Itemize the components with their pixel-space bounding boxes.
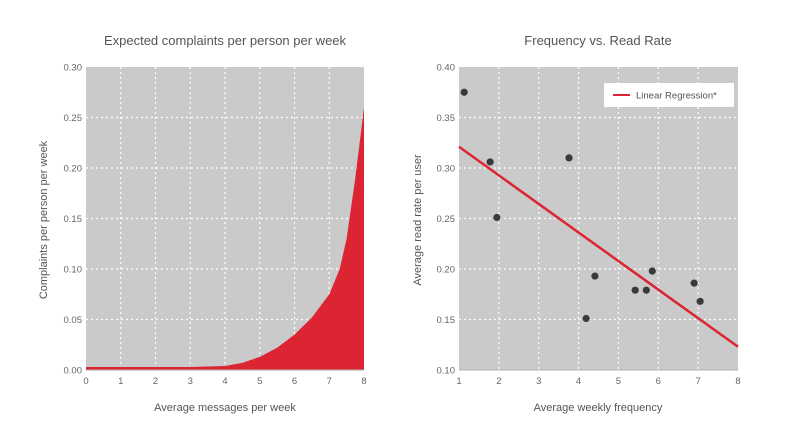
legend: Linear Regression* (604, 83, 734, 107)
y-tick-label: 0.10 (64, 265, 83, 276)
data-point (591, 272, 599, 280)
data-point (460, 88, 468, 96)
data-point (642, 286, 650, 294)
x-tick-label: 7 (695, 376, 700, 387)
x-tick-label: 6 (656, 376, 661, 387)
x-tick-label: 3 (536, 376, 541, 387)
y-tick-label: 0.30 (437, 164, 456, 175)
data-point (565, 154, 573, 162)
x-axis-label: Average messages per week (154, 402, 296, 414)
data-point (690, 279, 698, 287)
x-tick-label: 4 (576, 376, 581, 387)
y-tick-label: 0.20 (64, 164, 83, 175)
area-series (86, 107, 364, 371)
y-tick-label: 0.15 (64, 214, 83, 225)
regression-line (458, 145, 739, 348)
y-tick-label: 0.15 (437, 315, 456, 326)
x-tick-label: 2 (153, 376, 158, 387)
x-axis-label: Average weekly frequency (534, 402, 663, 414)
y-tick-labels: 0.00 0.05 0.10 0.15 0.20 0.25 0.30 (64, 63, 83, 377)
x-tick-label: 5 (257, 376, 262, 387)
x-tick-label: 7 (327, 376, 332, 387)
chart-title: Expected complaints per person per week (104, 33, 347, 48)
x-tick-label: 1 (118, 376, 123, 387)
x-tick-label: 6 (292, 376, 297, 387)
y-tick-label: 0.30 (64, 63, 83, 74)
y-tick-label: 0.35 (437, 113, 456, 124)
x-tick-label: 4 (222, 376, 227, 387)
y-tick-label: 0.10 (437, 366, 456, 377)
x-tick-labels: 0 1 2 3 4 5 6 7 8 (83, 376, 366, 387)
x-tick-label: 5 (616, 376, 621, 387)
data-point (696, 297, 704, 305)
y-tick-label: 0.25 (64, 113, 83, 124)
data-point (582, 314, 590, 323)
y-tick-labels: 0.10 0.15 0.20 0.25 0.30 0.35 0.40 (437, 63, 456, 377)
x-tick-label: 0 (83, 376, 88, 387)
x-tick-labels: 1 2 3 4 5 6 7 8 (456, 376, 740, 387)
x-tick-label: 3 (188, 376, 193, 387)
complaints-chart: Expected complaints per person per week … (38, 33, 367, 414)
y-axis-label: Average read rate per user (412, 154, 424, 286)
legend-label: Linear Regression* (636, 91, 717, 102)
y-tick-label: 0.40 (437, 63, 456, 74)
scatter-points (460, 88, 704, 323)
x-tick-label: 8 (361, 376, 366, 387)
chart-title: Frequency vs. Read Rate (524, 33, 671, 48)
data-point (486, 158, 494, 166)
data-point (493, 213, 501, 222)
x-tick-label: 8 (735, 376, 740, 387)
y-axis-label: Complaints per person per week (38, 140, 50, 299)
grid (86, 67, 364, 370)
x-tick-label: 2 (496, 376, 501, 387)
data-point (631, 286, 639, 294)
x-tick-label: 1 (456, 376, 461, 387)
data-point (648, 267, 656, 275)
y-tick-label: 0.00 (64, 366, 83, 377)
y-tick-label: 0.20 (437, 265, 456, 276)
y-tick-label: 0.25 (437, 214, 456, 225)
y-tick-label: 0.05 (64, 315, 83, 326)
grid (459, 67, 738, 370)
